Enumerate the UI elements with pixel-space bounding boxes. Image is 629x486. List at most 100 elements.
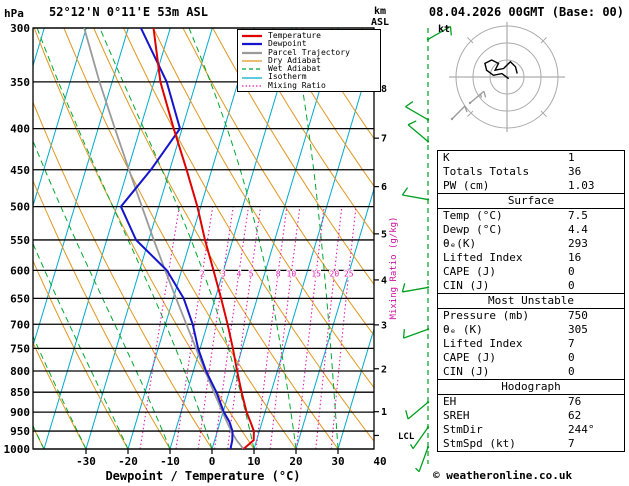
temperature-tick-label: 20	[289, 455, 302, 468]
stat-section-title: Most Unstable	[437, 293, 625, 309]
mixing-ratio-value-label: 2	[200, 269, 205, 278]
pressure-tick-label: 350	[10, 76, 30, 89]
legend-label: Temperature	[268, 30, 321, 40]
hodograph-diagonal-tick	[467, 110, 474, 117]
legend-item: Mixing Ratio	[241, 81, 377, 90]
stat-label: K	[443, 151, 450, 164]
table-row: CIN (J) 0	[438, 279, 625, 294]
pressure-tick-label: 900	[10, 406, 30, 419]
wind-barb	[468, 90, 487, 105]
legend-swatch	[242, 85, 262, 87]
table-section-header: Hodograph	[437, 379, 625, 395]
altitude-unit-label: km ASL	[364, 6, 396, 28]
legend-item: Isotherm	[241, 73, 377, 81]
table-row: CAPE (J) 0	[438, 351, 625, 365]
table-row: EH 76	[438, 395, 625, 410]
table-section-header: Most Unstable	[437, 293, 625, 309]
pressure-tick-label: 600	[10, 264, 30, 277]
altitude-unit-km: km	[373, 6, 387, 17]
mixing-ratio-value-label: 20	[330, 269, 340, 278]
pressure-tick-label: 450	[10, 164, 30, 177]
copyright: © weatheronline.co.uk	[433, 469, 573, 482]
hodograph-ring	[455, 25, 559, 129]
mixing-ratio-value-label: 25	[344, 269, 354, 278]
stat-label: EH	[443, 395, 457, 408]
temperature-curve	[152, 28, 255, 449]
hodograph-diagonal-tick	[467, 37, 474, 44]
wind-barb	[405, 401, 430, 420]
stat-value: 7	[568, 337, 575, 350]
axis-labels: 3003504004505005506006507007508008509009…	[4, 22, 388, 468]
stat-value: 36	[568, 165, 582, 178]
plot-frame	[32, 27, 375, 450]
table-row: Totals Totals 36	[438, 165, 625, 179]
wind-barb-column	[401, 25, 452, 473]
legend-item: Dewpoint	[241, 40, 377, 48]
hodograph-diagonal-tick	[540, 37, 547, 44]
stat-label: θₑ (K)	[443, 323, 483, 336]
chart-legend: Temperature Dewpoint Parcel Trajectory Dry …	[237, 29, 381, 93]
legend-label: Dewpoint	[268, 39, 307, 49]
table-row: θₑ(K) 293	[438, 237, 625, 251]
pressure-tick-label: 750	[10, 342, 30, 355]
hodograph-ring	[472, 42, 542, 112]
pressure-tick-label: 300	[10, 22, 30, 35]
stat-value: 62	[568, 409, 582, 422]
hodograph-trace	[484, 59, 518, 80]
km-tick-label: 4	[381, 275, 387, 286]
station-title: 52°12'N 0°11'E 53m ASL	[49, 5, 208, 19]
temperature-tick-label: 40	[373, 455, 386, 468]
pressure-tick-label: 850	[10, 386, 30, 399]
hodograph-ring	[489, 59, 525, 95]
legend-swatch	[242, 60, 262, 62]
stat-label: StmSpd (kt)	[443, 437, 516, 450]
wind-barb	[426, 25, 452, 41]
wind-barb	[401, 187, 430, 201]
pressure-tick-label: 500	[10, 201, 30, 214]
table-row: CIN (J) 0	[438, 365, 625, 380]
stat-label: Pressure (mb)	[443, 309, 530, 322]
legend-swatch	[242, 35, 262, 38]
hodograph	[449, 22, 565, 132]
legend-label: Wet Adiabat	[268, 64, 321, 74]
temperature-tick-label: -20	[118, 455, 138, 468]
stat-value: 16	[568, 251, 582, 264]
table-row: StmDir 244°	[438, 423, 625, 437]
mixing-ratio-value-label: 15	[311, 269, 321, 278]
km-tick-label: 3	[381, 320, 387, 331]
mixing-ratio-axis-title: Mixing Ratio (g/kg)	[389, 216, 399, 320]
pressure-unit-label: hPa	[4, 7, 24, 20]
stat-value: 4.4	[568, 223, 588, 236]
temperature-tick-label: -30	[76, 455, 96, 468]
wind-barb	[410, 426, 430, 450]
table-section-header: Surface	[437, 193, 625, 209]
stat-label: Lifted Index	[443, 337, 523, 350]
stat-label: CAPE (J)	[443, 265, 496, 278]
stat-value: 7.5	[568, 209, 588, 222]
km-tick-label: 2	[381, 364, 387, 375]
temperature-tick-label: -10	[160, 455, 180, 468]
legend-item: Wet Adiabat	[241, 65, 377, 73]
stat-value: 7	[568, 437, 575, 450]
table-row: StmSpd (kt) 7	[438, 437, 625, 452]
dewpoint-curve	[119, 28, 234, 449]
stat-label: Totals Totals	[443, 165, 530, 178]
datetime-title: 08.04.2026 00GMT (Base: 00)	[428, 5, 624, 19]
stat-label: SREH	[443, 409, 470, 422]
stat-label: CIN (J)	[443, 365, 490, 378]
table-row: Temp (°C) 7.5	[438, 209, 625, 224]
stats-table: K 1 Totals Totals 36 PW (cm) 1.03 Surface Temp …	[437, 150, 625, 452]
legend-item: Dry Adiabat	[241, 55, 377, 65]
pressure-tick-label: 800	[10, 365, 30, 378]
km-tick-label: 8	[381, 84, 387, 95]
stat-value: 76	[568, 395, 582, 408]
pressure-tick-label: 550	[10, 234, 30, 247]
hodograph-diagonal-tick	[540, 110, 547, 117]
km-tick-label: 7	[381, 134, 387, 145]
table-row: Pressure (mb) 750	[438, 309, 625, 324]
wind-barb	[401, 283, 430, 293]
legend-label: Dry Adiabat	[268, 55, 321, 65]
stat-value: 305	[568, 323, 588, 336]
